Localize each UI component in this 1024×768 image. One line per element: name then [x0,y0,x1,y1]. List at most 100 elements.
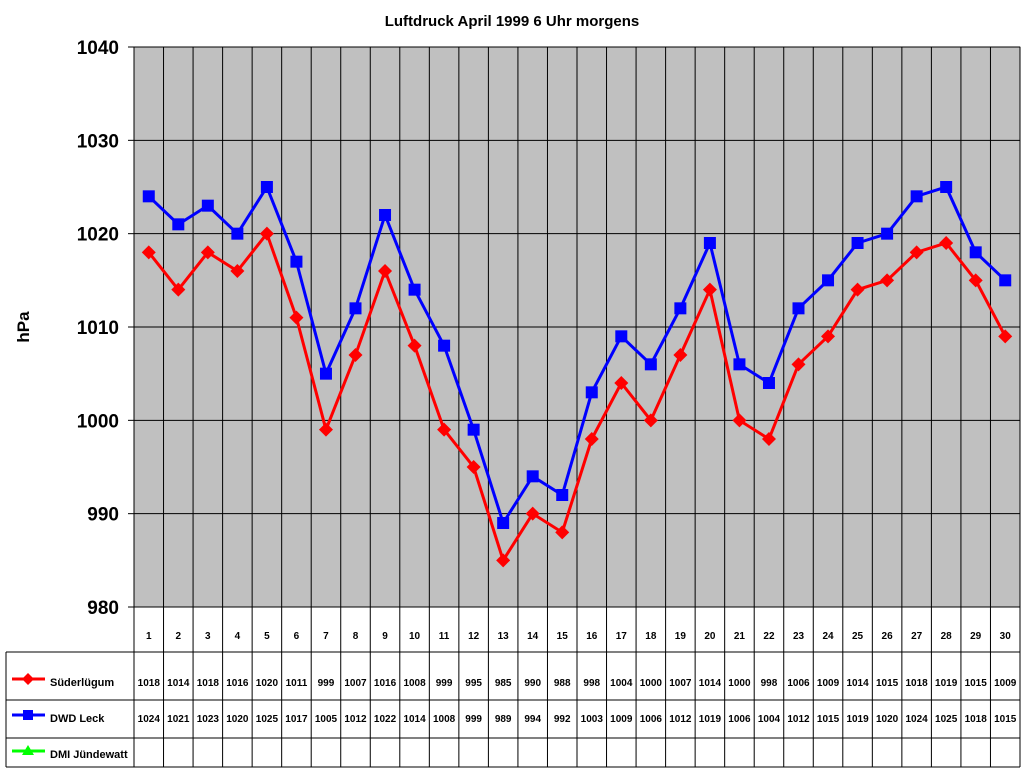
table-cell: 1011 [286,678,308,689]
legend-label: DMI Jündewatt [50,749,128,761]
square-marker-icon [142,190,155,203]
table-cell: 1021 [167,714,190,725]
square-marker-icon [349,302,362,315]
table-cell: 1000 [728,678,751,689]
table-cell: 1006 [640,714,663,725]
table-cell: 1019 [935,678,958,689]
table-cell: 1024 [138,714,161,725]
table-cell: 1016 [374,678,397,689]
table-cell: 992 [554,714,571,725]
table-cell: 998 [761,678,778,689]
table-cell: 988 [554,678,571,689]
x-category-label: 16 [586,631,598,642]
table-cell: 1014 [167,678,190,689]
table-cell: 1025 [256,714,279,725]
y-axis: 980 990 1000 1010 1020 1030 1040 [77,38,135,619]
table-cell: 1008 [403,678,426,689]
square-marker-icon [438,339,451,352]
diamond-marker-icon [791,357,806,372]
square-marker-icon [733,358,746,371]
square-marker-icon [23,710,33,720]
x-category-label: 4 [235,631,241,642]
diamond-marker-icon [22,673,34,685]
table-cell: 1003 [581,714,604,725]
table-cell: 1014 [846,678,869,689]
x-category-label: 17 [616,631,628,642]
table-cell: 1000 [640,678,663,689]
chart-title: Luftdruck April 1999 6 Uhr morgens [385,13,640,30]
diamond-marker-icon [555,525,570,540]
square-marker-icon [910,190,923,203]
x-category-label: 13 [498,631,510,642]
table-cell: 1012 [344,714,367,725]
table-cell: 1019 [699,714,722,725]
y-tick-label: 980 [87,598,119,619]
square-marker-icon [851,237,864,249]
diamond-marker-icon [525,506,540,521]
x-category-label: 29 [970,631,982,642]
square-marker-icon [379,209,392,221]
x-category-label: 23 [793,631,805,642]
y-axis-label: hPa [14,311,33,343]
square-marker-icon [999,274,1012,287]
x-category-label: 7 [323,631,329,642]
table-cell: 999 [465,714,482,725]
table-cell: 1018 [965,714,988,725]
diamond-marker-icon [437,422,452,437]
table-cell: 1023 [197,714,220,725]
diamond-marker-icon [909,245,924,260]
x-category-label: 3 [205,631,211,642]
square-marker-icon [703,237,716,249]
x-category-label: 1 [146,631,152,642]
square-marker-icon [526,470,539,483]
x-category-label: 2 [176,631,182,642]
diamond-marker-icon [850,282,865,297]
x-category-label: 27 [911,631,923,642]
table-cell: 1016 [226,678,249,689]
table-cell: 1006 [787,678,810,689]
y-tick-label: 1000 [77,411,119,432]
x-category-label: 14 [527,631,539,642]
x-category-label: 19 [675,631,687,642]
square-marker-icon [556,489,569,501]
table-cell: 1017 [285,714,308,725]
diamond-marker-icon [702,282,717,297]
x-category-label: 30 [1000,631,1012,642]
series-Süderlügum [141,226,1013,568]
x-category-label: 9 [382,631,388,642]
diamond-marker-icon [968,273,983,288]
square-marker-icon [822,274,835,287]
diamond-marker-icon [614,376,629,390]
table-cell: 985 [495,678,512,689]
plot-area [133,46,1021,767]
diamond-marker-icon [643,413,658,428]
legend-label: Süderlügum [50,677,114,689]
table-cell: 1018 [906,678,929,689]
square-marker-icon [969,246,982,259]
table-cell: 1020 [876,714,899,725]
diamond-marker-icon [673,348,688,362]
diamond-marker-icon [584,432,599,446]
y-tick-label: 1040 [77,38,119,59]
diamond-marker-icon [880,273,895,288]
x-category-label: 8 [353,631,359,642]
square-marker-icon [408,283,421,296]
table-cell: 1007 [669,678,692,689]
square-marker-icon [201,199,214,212]
square-marker-icon [792,302,805,315]
table-cell: 1018 [138,678,161,689]
table-cell: 1024 [906,714,929,725]
table-cell: 1008 [433,714,456,725]
diamond-marker-icon [761,432,776,446]
table-cell: 1020 [226,714,249,725]
diamond-marker-icon [289,310,304,325]
x-category-label: 20 [704,631,716,642]
x-category-label: 26 [882,631,894,642]
table-cell: 1015 [965,678,988,689]
table-cell: 1014 [699,678,722,689]
table-cell: 1015 [817,714,840,725]
table-cell: 1005 [315,714,338,725]
table-cell: 1004 [758,714,781,725]
x-category-label: 21 [734,631,746,642]
